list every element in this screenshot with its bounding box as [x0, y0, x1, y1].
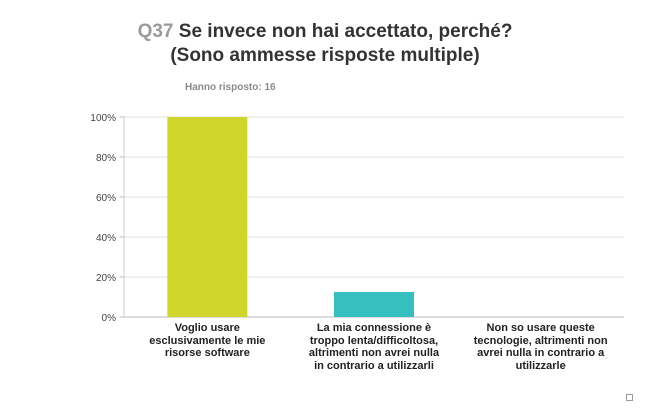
- x-tick-label-line: troppo lenta/difficoltosa,: [309, 334, 439, 347]
- y-tick-label: 80%: [96, 153, 116, 164]
- bar: [167, 117, 248, 317]
- respondent-count: Hanno risposto: 16: [185, 82, 276, 93]
- x-tick-label-line: utilizzarle: [515, 359, 566, 372]
- x-tick-label-line: Non so usare queste: [486, 322, 595, 334]
- y-tick-label: 40%: [96, 233, 116, 244]
- question-text-line1: Se invece non hai accettato, perché?: [178, 21, 513, 42]
- bar: [334, 292, 414, 317]
- y-tick-label: 20%: [96, 273, 116, 284]
- x-tick-label-line: Voglio usare: [174, 322, 240, 334]
- y-tick-label: 60%: [96, 193, 116, 204]
- x-tick-label-line: in contrario a utilizzarli: [314, 359, 434, 372]
- question-text-line2: (Sono ammesse risposte multiple): [170, 45, 480, 66]
- x-tick-label-line: tecnologie, altrimenti non: [473, 334, 608, 347]
- x-tick-label: La mia connessione è troppo lenta/diffico…: [290, 322, 458, 372]
- y-tick-label: 100%: [90, 113, 116, 124]
- y-tick-label: 0%: [102, 313, 117, 324]
- question-title: Q37 Se invece non hai accettato, perché?…: [0, 20, 650, 68]
- x-tick-label-line: esclusivamente le mie: [149, 334, 266, 347]
- x-tick-label-line: La mia connessione è: [316, 322, 432, 334]
- x-tick-label-line: altrimenti non avrei nulla: [308, 347, 440, 359]
- x-tick-label: Voglio usare esclusivamente le mie risorse…: [123, 322, 291, 360]
- x-tick-label-line: risorse software: [164, 347, 250, 359]
- x-tick-label-line: avrei nulla in contrario a: [477, 347, 605, 359]
- resize-handle[interactable]: [626, 394, 633, 401]
- question-number: Q37: [137, 21, 174, 42]
- x-tick-label: Non so usare queste tecnologie, altriment…: [457, 322, 625, 372]
